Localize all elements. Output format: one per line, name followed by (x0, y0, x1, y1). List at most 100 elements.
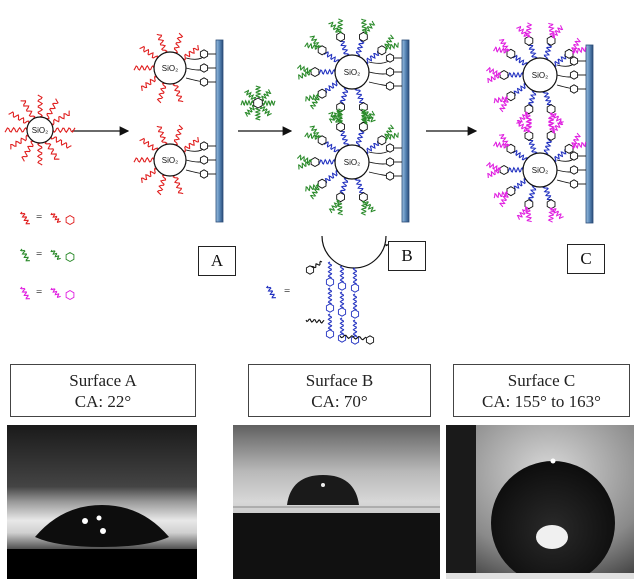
chain-b0-green-7 (336, 18, 344, 34)
chain-b1-green-7 (336, 108, 344, 124)
chain-c1-mag-6 (499, 133, 511, 147)
chain-b1-blue-4 (324, 169, 339, 184)
substrate-a (215, 39, 224, 223)
inset-chain-1-1 (339, 291, 345, 309)
caption-surface-b: Surface B CA: 70° (248, 364, 431, 417)
tether-c00-ring (569, 56, 579, 66)
chain-c0-blue-3 (527, 90, 537, 107)
chain-c1-magb-2 (550, 207, 564, 220)
legend-equals-0: = (36, 211, 42, 223)
inset-chain-1-0 (339, 265, 345, 283)
ring-b0-5 (310, 66, 320, 78)
chain-b1-green-9 (384, 132, 399, 141)
ring-c1-9 (564, 143, 574, 154)
chain-initial-3 (36, 142, 43, 166)
chain-b0-blue-6 (323, 51, 340, 63)
tether-a02-ring (199, 77, 209, 87)
particle-c1 (522, 152, 558, 188)
chain-initial-9 (37, 94, 44, 118)
ring-b1-6 (317, 135, 327, 146)
ring-c1-5 (499, 164, 509, 176)
chain-c1-mag-8 (552, 120, 564, 134)
legend-struct-chain-0 (50, 212, 61, 224)
chain-c0-blue-8 (543, 43, 553, 60)
chain-c1-blue-2 (542, 185, 553, 201)
chain-b0-blue-4 (324, 79, 339, 94)
chain-b1-blue-8 (355, 129, 365, 147)
chain-c0-mag-4 (493, 95, 509, 104)
chain-a1-3 (156, 174, 167, 196)
inset-chain-2-2 (352, 319, 358, 337)
ring-c1-8 (546, 130, 556, 141)
chain-c1-blue-9 (553, 149, 567, 163)
chain-b1-greenb-5 (298, 159, 312, 170)
chain-c1-mag-5 (486, 161, 501, 172)
droplet-a (35, 505, 169, 547)
chain-free-linker-1 (259, 106, 272, 117)
tether-b00-ring (385, 53, 395, 63)
ring-b0-7 (336, 31, 345, 42)
tether-c11-ring (569, 165, 579, 175)
chain-initial-8 (20, 100, 36, 119)
chain-b1-blue-9 (365, 140, 380, 155)
substrate-b (401, 39, 410, 223)
chain-a0-9 (182, 45, 200, 61)
chain-b1-green-5 (296, 154, 312, 164)
particle-c1-label: SiO₂ (532, 166, 548, 175)
ring-b1-2 (359, 192, 368, 203)
reaction-scheme: SiO₂ SiO₂ SiO₂ SiO₂ SiO₂ SiO₂ SiO₂ = = = = (4, 18, 594, 345)
particle-c0-label: SiO₂ (532, 71, 548, 80)
inset-bottom-linker (339, 334, 367, 341)
chain-c1-mag-3 (516, 206, 528, 220)
tether-c12-ring (569, 179, 579, 189)
ring-c0-9 (564, 48, 574, 59)
ring-b1-7 (336, 121, 345, 132)
chain-c0-blue-4 (513, 82, 527, 96)
inset-chain-1-2 (339, 317, 345, 335)
chain-a1-8 (173, 124, 184, 146)
chain-c0-magb-9 (571, 37, 581, 53)
inset-ring-1-0 (337, 281, 347, 291)
ring-b1-3 (336, 192, 345, 203)
inset-chain-0-1 (327, 287, 333, 305)
chain-c1-magb-6 (493, 141, 509, 149)
inset-chain-2-1 (352, 293, 358, 311)
chain-c0-magb-4 (499, 97, 509, 113)
tether-c02-ring (569, 84, 579, 94)
particle-initial (26, 116, 54, 144)
ring-b1-4 (317, 178, 327, 189)
inset-ring-bottom (365, 335, 375, 345)
legend-struct-ring-1 (65, 251, 75, 263)
chain-c0-mag-2 (547, 112, 555, 128)
particle-a1-label: SiO₂ (162, 156, 178, 165)
inset-particle (321, 235, 387, 269)
chain-b0-greenb-6 (304, 42, 320, 50)
legend-equals-blue: = (284, 285, 290, 297)
chain-b1-green-3 (328, 199, 340, 214)
chain-b0-blue-8 (355, 39, 365, 57)
inset-chain-0-0 (327, 261, 333, 279)
chain-c0-mag-5 (486, 66, 501, 77)
tether-b10-ring (385, 143, 395, 153)
legend-struct-ring-0 (65, 214, 75, 226)
chain-b1-blue-7 (339, 130, 350, 147)
chain-a0-5 (133, 64, 155, 71)
chain-initial-5 (10, 134, 29, 150)
chain-c0-magb-8 (548, 22, 556, 38)
chain-initial-7 (8, 111, 30, 124)
legend-chain-2 (19, 286, 30, 300)
ring-c0-7 (524, 35, 534, 46)
panel-label-b: B (388, 241, 426, 271)
chain-b1-greenb-9 (384, 124, 395, 140)
chain-b1-greenb-2 (362, 200, 376, 213)
chain-a0-7 (156, 33, 168, 54)
chain-b1-greenb-7 (328, 111, 342, 124)
particle-b0-label: SiO₂ (344, 68, 360, 77)
legend-struct-chain-2 (50, 287, 61, 299)
chain-c1-magb-5 (487, 167, 501, 179)
ring-b0-4 (317, 88, 327, 99)
chain-initial-10 (46, 98, 59, 120)
ring-c0-6 (506, 48, 516, 59)
chain-c0-blue-5 (507, 71, 524, 78)
surface-a-ca: CA: 22° (74, 392, 132, 411)
